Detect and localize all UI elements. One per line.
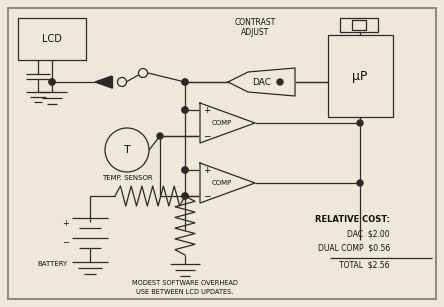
Circle shape <box>157 133 163 139</box>
Circle shape <box>357 120 363 126</box>
Text: DUAL COMP  $0.56: DUAL COMP $0.56 <box>318 243 390 252</box>
Circle shape <box>139 68 147 77</box>
Polygon shape <box>200 163 255 203</box>
Bar <box>328 35 393 117</box>
Circle shape <box>182 167 188 173</box>
Text: RELATIVE COST:: RELATIVE COST: <box>315 216 390 224</box>
Text: CONTRAST: CONTRAST <box>234 17 276 26</box>
Text: TEMP. SENSOR: TEMP. SENSOR <box>102 175 152 181</box>
Circle shape <box>182 107 188 113</box>
Text: −: − <box>63 239 70 247</box>
Circle shape <box>182 79 188 85</box>
Circle shape <box>277 79 283 85</box>
Text: μP: μP <box>352 69 368 83</box>
Text: COMP: COMP <box>212 180 232 186</box>
Bar <box>352 20 366 30</box>
Text: MODEST SOFTWARE OVERHEAD: MODEST SOFTWARE OVERHEAD <box>132 280 238 286</box>
Text: +: + <box>203 165 211 174</box>
Circle shape <box>49 79 55 85</box>
Circle shape <box>182 167 188 173</box>
Circle shape <box>182 193 188 199</box>
Circle shape <box>49 79 55 85</box>
Text: +: + <box>203 106 211 115</box>
Text: −: − <box>203 131 211 141</box>
Circle shape <box>182 193 188 199</box>
Polygon shape <box>200 103 255 143</box>
Text: DAC: DAC <box>253 77 271 87</box>
Polygon shape <box>95 76 112 88</box>
Polygon shape <box>228 68 295 96</box>
Text: COMP: COMP <box>212 120 232 126</box>
Text: TOTAL  $2.56: TOTAL $2.56 <box>340 261 390 270</box>
Text: USE BETWEEN LCD UPDATES.: USE BETWEEN LCD UPDATES. <box>136 289 234 295</box>
Circle shape <box>357 180 363 186</box>
Bar <box>340 18 378 32</box>
Text: LCD: LCD <box>42 34 62 44</box>
Circle shape <box>118 77 127 87</box>
Text: DAC  $2.00: DAC $2.00 <box>347 230 390 239</box>
Text: −: − <box>203 192 211 200</box>
Text: ADJUST: ADJUST <box>241 28 269 37</box>
Bar <box>18 18 86 60</box>
Text: +: + <box>63 219 69 227</box>
Circle shape <box>105 128 149 172</box>
Text: BATTERY: BATTERY <box>37 261 67 267</box>
Circle shape <box>182 107 188 113</box>
Text: T: T <box>123 145 131 155</box>
Circle shape <box>182 79 188 85</box>
